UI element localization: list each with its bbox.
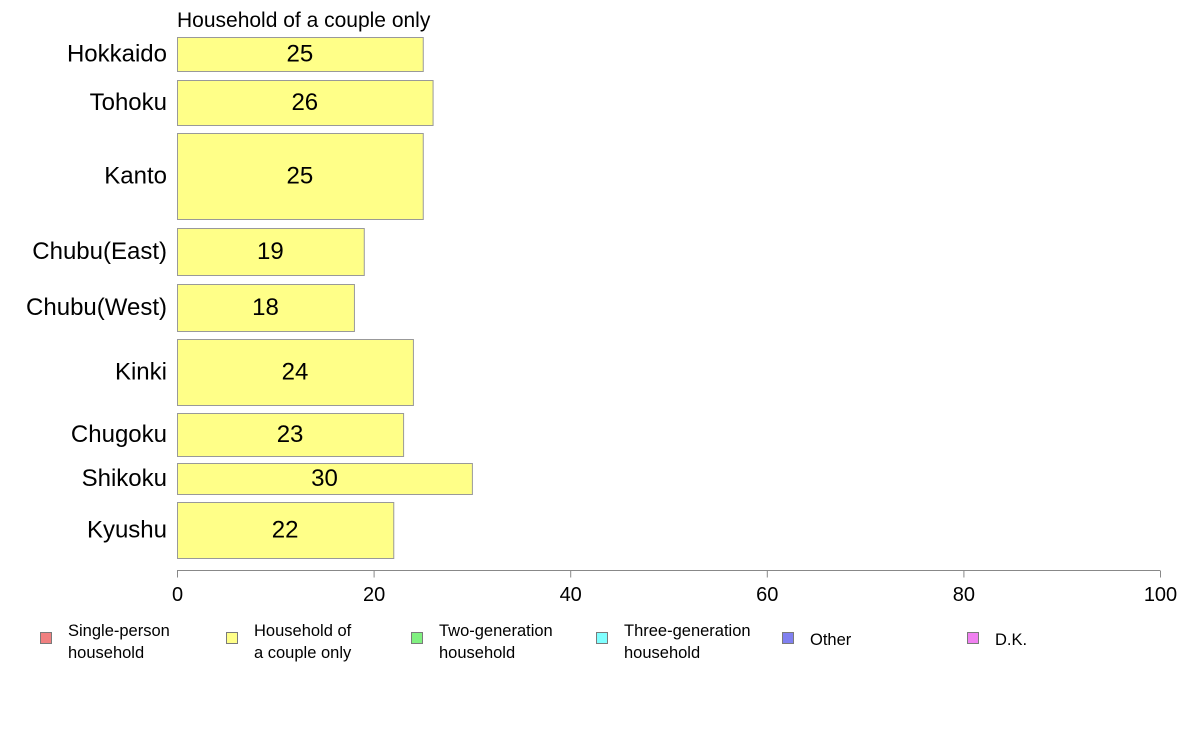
x-tick-label: 80 bbox=[953, 584, 975, 606]
bar bbox=[177, 413, 405, 457]
data-label: 24 bbox=[282, 359, 309, 386]
category-label: Chugoku bbox=[71, 421, 167, 448]
bar bbox=[177, 502, 395, 559]
data-label: 18 bbox=[252, 294, 279, 321]
legend-swatch bbox=[782, 632, 794, 644]
x-axis: 0 20 40 60 80 100 bbox=[172, 570, 1177, 606]
category-label: Tohoku bbox=[90, 89, 167, 116]
bar bbox=[177, 339, 414, 406]
bar bbox=[177, 133, 424, 220]
legend-swatch bbox=[226, 632, 238, 644]
x-tick-label: 20 bbox=[363, 584, 385, 606]
chart-title: Household of a couple only bbox=[177, 9, 431, 32]
legend-label: Household of a couple only bbox=[254, 622, 352, 662]
legend-label: D.K. bbox=[995, 631, 1028, 649]
x-tick-label: 40 bbox=[560, 584, 582, 606]
legend-item: Three-generation household bbox=[596, 620, 751, 664]
data-label: 26 bbox=[291, 89, 318, 116]
legend-label: Other bbox=[810, 631, 852, 649]
legend-swatch bbox=[40, 632, 52, 644]
legend-item: Two-generation household bbox=[411, 620, 553, 664]
bar bbox=[177, 37, 424, 72]
bar bbox=[177, 80, 434, 126]
x-tick-label: 0 bbox=[172, 584, 183, 606]
legend-swatch bbox=[596, 632, 608, 644]
legend-item: Household of a couple only bbox=[226, 620, 351, 664]
bars-group: Hokkaido 25 Tohoku 26 Kanto 25 Chubu(East) 19 Ch… bbox=[26, 37, 473, 559]
data-label: 22 bbox=[272, 517, 299, 544]
legend-item: D.K. bbox=[967, 620, 1027, 651]
category-label: Chubu(West) bbox=[26, 294, 167, 321]
data-label: 23 bbox=[277, 421, 304, 448]
data-label: 25 bbox=[287, 41, 314, 68]
data-label: 19 bbox=[257, 238, 284, 265]
bar bbox=[177, 284, 355, 332]
category-label: Kyushu bbox=[87, 517, 167, 544]
legend-swatch bbox=[411, 632, 423, 644]
legend-item: Other bbox=[782, 620, 851, 651]
legend-label: Three-generation household bbox=[624, 622, 751, 662]
category-label: Chubu(East) bbox=[32, 238, 167, 265]
legend-label: Two-generation household bbox=[439, 622, 553, 662]
category-label: Shikoku bbox=[82, 465, 167, 492]
bar bbox=[177, 463, 473, 495]
category-label: Hokkaido bbox=[67, 41, 167, 68]
legend-item: Single-person household bbox=[40, 620, 170, 664]
bar bbox=[177, 228, 365, 276]
category-label: Kanto bbox=[104, 163, 167, 190]
data-label: 30 bbox=[311, 465, 338, 492]
data-label: 25 bbox=[287, 163, 314, 190]
category-label: Kinki bbox=[115, 359, 167, 386]
legend: Single-person household Household of a co… bbox=[30, 620, 1180, 670]
x-tick-label: 100 bbox=[1144, 584, 1177, 606]
legend-swatch bbox=[967, 632, 979, 644]
legend-label: Single-person household bbox=[68, 622, 170, 662]
x-tick-label: 60 bbox=[756, 584, 778, 606]
